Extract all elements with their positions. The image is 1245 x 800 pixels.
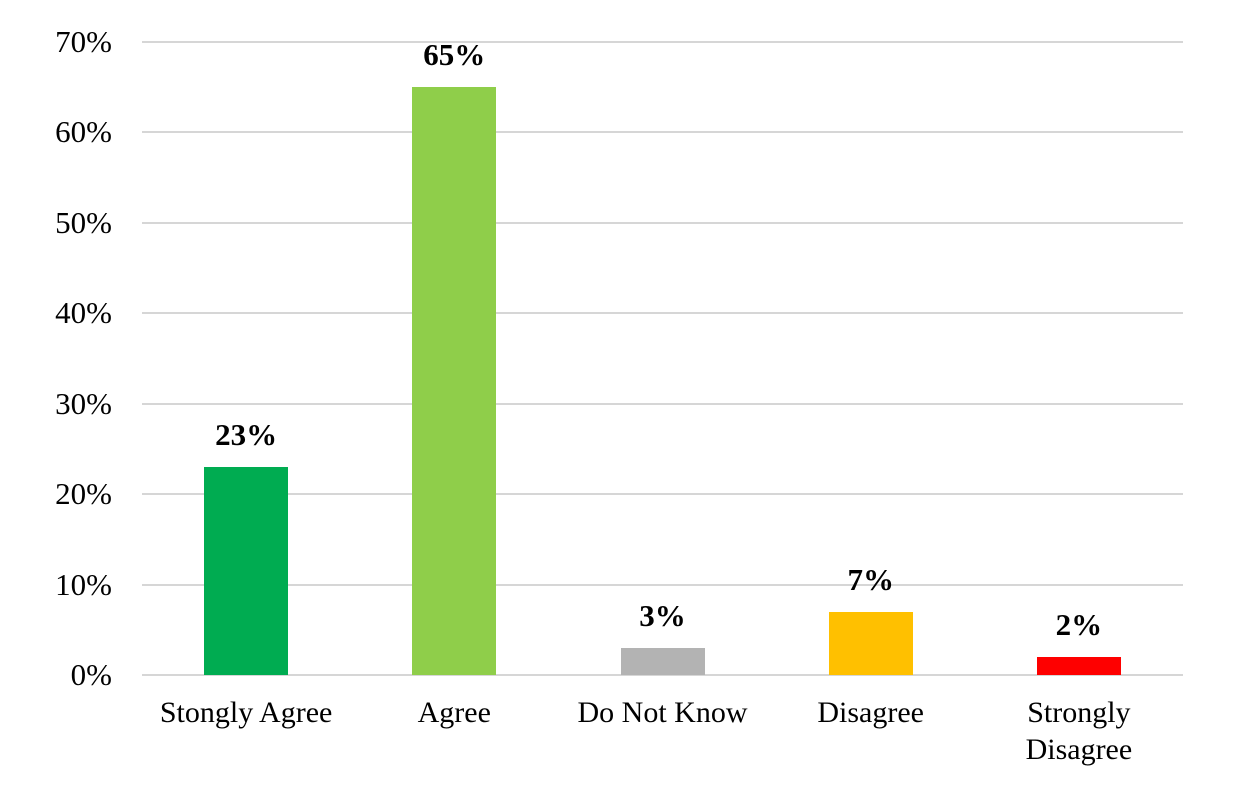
gridline [142,674,1183,676]
bar-disagree [828,611,913,675]
y-tick-label: 30% [55,385,112,421]
bar-stongly-agree [204,467,289,675]
value-label-strongly-disagree: 2% [1055,606,1103,642]
gridline [142,131,1183,134]
value-label-do-not-know: 3% [639,597,686,633]
bar-strongly-disagree [1036,656,1121,675]
category-label-do-not-know: Do Not Know [577,696,748,729]
value-label-stongly-agree: 23% [215,417,278,452]
y-tick-label: 10% [55,566,112,602]
bar-agree [412,87,497,675]
y-tick-label: 40% [55,295,112,331]
bar-do-not-know [620,647,705,675]
category-label-agree: Agree [417,696,491,729]
y-tick-label: 0% [70,657,112,692]
y-tick-label: 20% [55,476,112,512]
category-label-stongly-agree: Stongly Agree [159,696,333,729]
category-label-disagree: Disagree [817,696,924,729]
value-label-disagree: 7% [847,561,894,597]
gridline [142,41,1183,43]
y-tick-label: 50% [55,204,112,240]
gridline [142,402,1183,405]
category-label-strongly-disagree: Strongly Disagree [1025,696,1133,766]
gridline [142,312,1183,315]
gridline [142,583,1183,586]
value-label-agree: 65% [423,37,486,73]
gridline [142,221,1183,224]
gridline [142,493,1183,496]
y-tick-label: 70% [55,24,112,59]
y-tick-label: 60% [55,114,112,150]
